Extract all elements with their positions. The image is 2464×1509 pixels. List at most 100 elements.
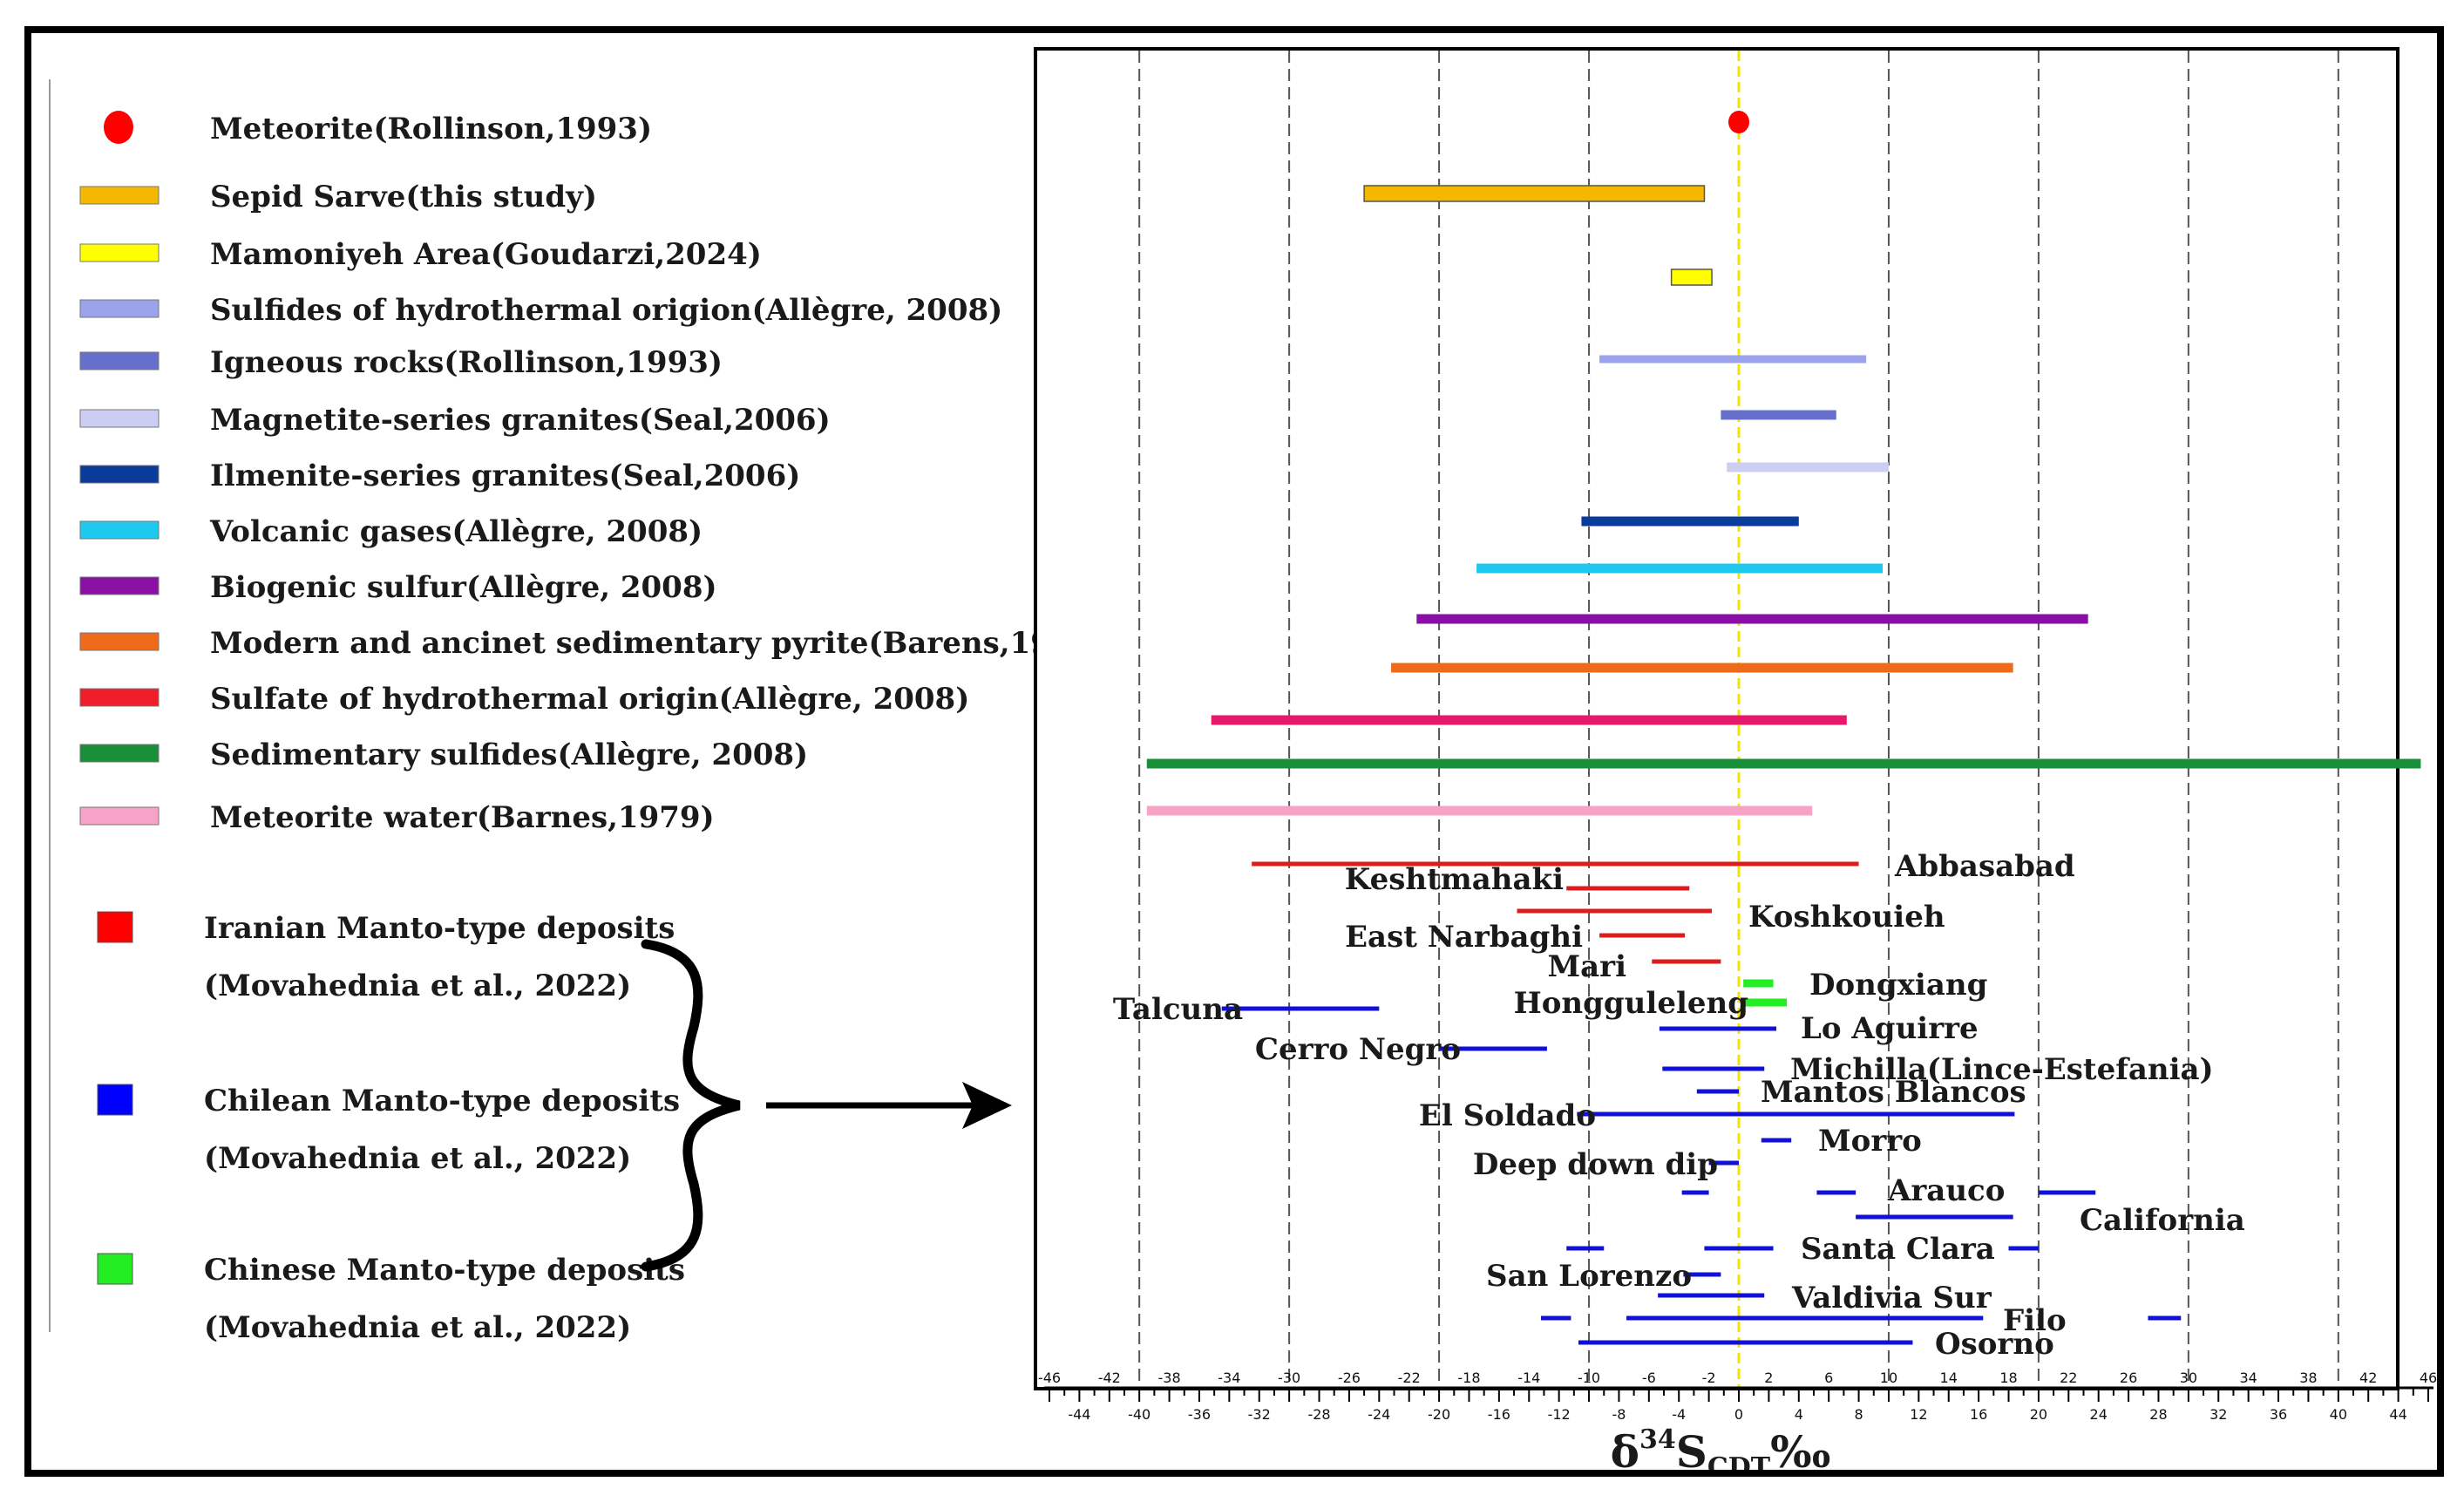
sulfur-isotope-chart: Meteorite(Rollinson,1993) Sepid Sarve(thi…	[49, 47, 2437, 1470]
legend-marker-meteorite-rollinson-1993	[104, 111, 133, 144]
curly-brace	[641, 939, 741, 1272]
range-bar-biogenic-sulfur	[1416, 614, 2088, 624]
range-bar-meteorite-water	[1146, 805, 1813, 816]
range-bar-sulfides-of-hydrothermal-origion	[1599, 355, 1867, 364]
x-tick-label: 28	[2149, 1406, 2167, 1423]
legend-label-mamoniyeh-area-goudarzi-2024: Mamoniyeh Area(Goudarzi,2024)	[210, 237, 762, 272]
deposit-label-morro: Morro	[1818, 1124, 1922, 1159]
deposit-label-california: California	[2080, 1203, 2245, 1238]
x-tick-label-top: 26	[2120, 1370, 2137, 1386]
group-swatch-iranian-manto-type-deposits	[97, 911, 133, 943]
x-tick-label-top: 10	[1880, 1370, 1897, 1386]
x-tick-label-top: 18	[1999, 1370, 2017, 1386]
x-tick-label-top: -30	[1278, 1370, 1300, 1386]
legend-label-ilmenite-series-granites-seal-2006: Ilmenite-series granites(Seal,2006)	[210, 459, 800, 493]
x-tick-label: 24	[2090, 1406, 2108, 1423]
x-tick-label-top: 30	[2180, 1370, 2197, 1386]
legend-swatch-sulfate-of-hydrothermal-origin-all-gre-2008	[79, 688, 160, 707]
range-bar-magnetite-series-granites	[1727, 462, 1889, 472]
x-tick-label: 44	[2389, 1406, 2406, 1423]
group-label-chinese-manto-type-deposits: Chinese Manto-type deposits	[204, 1253, 685, 1288]
x-tick-label-top: -14	[1517, 1370, 1540, 1386]
plot-content: -46 -42 -38 -34 -30 -26 -22 -18 -14 -10 -6 -2 2 6 10 14…	[1038, 51, 2437, 1423]
deposit-label-talcuna: Talcuna	[1113, 992, 1243, 1027]
x-tick-label-top: 22	[2060, 1370, 2077, 1386]
deposit-label-east-narbaghi: East Narbaghi	[1345, 920, 1583, 955]
x-tick-label-top: -6	[1642, 1370, 1656, 1386]
x-tick-label-top: -38	[1157, 1370, 1180, 1386]
range-bar-sedimentary-sulfides	[1146, 758, 2421, 769]
legend-label-meteorite-water-barnes-1979: Meteorite water(Barnes,1979)	[210, 800, 715, 835]
legend-label-magnetite-series-granites-seal-2006: Magnetite-series granites(Seal,2006)	[210, 403, 831, 438]
x-tick-label: -32	[1248, 1406, 1271, 1423]
range-bar-sulfate-of-hydrothermal-origin	[1211, 715, 1847, 725]
x-tick-label-top: -42	[1098, 1370, 1121, 1386]
legend-swatch-ilmenite-series-granites-seal-2006	[79, 465, 160, 484]
group-citation-iranian-manto-type-deposits: (Movahednia et al., 2022)	[204, 969, 631, 1003]
x-tick-label-top: -18	[1457, 1370, 1480, 1386]
meteorite-point	[1728, 111, 1749, 133]
x-tick-label: -4	[1672, 1406, 1686, 1423]
x-tick-label: -16	[1488, 1406, 1510, 1423]
range-bar-volcanic-gases	[1476, 563, 1884, 574]
figure-frame: Meteorite(Rollinson,1993) Sepid Sarve(thi…	[24, 26, 2444, 1477]
legend-label-volcanic-gases-all-gre-2008: Volcanic gases(Allègre, 2008)	[209, 514, 703, 549]
legend-label-modern-and-ancinet-sedimentary-pyrite-barens-1979: Modern and ancinet sedimentary pyrite(Ba…	[210, 626, 1106, 661]
x-tick-label: 36	[2270, 1406, 2287, 1423]
deposit-label-cerro-negro: Cerro Negro	[1255, 1032, 1461, 1067]
x-tick-label-top: -22	[1398, 1370, 1421, 1386]
legend-swatch-biogenic-sulfur-all-gre-2008	[79, 576, 160, 595]
x-tick-label: -8	[1612, 1406, 1626, 1423]
legend-swatch-modern-and-ancinet-sedimentary-pyrite-barens-1979	[79, 632, 160, 651]
x-tick-label: 32	[2209, 1406, 2227, 1423]
x-tick-label-top: -34	[1218, 1370, 1240, 1386]
group-citation-chinese-manto-type-deposits: (Movahednia et al., 2022)	[204, 1310, 631, 1345]
x-tick-label-top: 34	[2239, 1370, 2257, 1386]
group-label-chilean-manto-type-deposits: Chilean Manto-type deposits	[204, 1084, 680, 1118]
x-tick-label: 12	[1910, 1406, 1927, 1423]
x-tick-label-top: 2	[1764, 1370, 1773, 1386]
x-tick-label-top: 38	[2299, 1370, 2317, 1386]
x-tick-label-top: -2	[1702, 1370, 1716, 1386]
x-tick-label: 0	[1734, 1406, 1743, 1423]
range-bar-sepid-sarve	[1363, 185, 1706, 202]
range-bar-modern-and-ancinet-sedimentary-pyrite	[1391, 663, 2013, 673]
group-swatch-chinese-manto-type-deposits	[97, 1253, 133, 1285]
x-tick-label-top: 14	[1940, 1370, 1958, 1386]
legend-swatch-meteorite-water-barnes-1979	[79, 806, 160, 826]
legend-swatch-volcanic-gases-all-gre-2008	[79, 520, 160, 540]
x-tick-label: 8	[1854, 1406, 1863, 1423]
legend-label-sedimentary-sulfides-all-gre-2008: Sedimentary sulfides(Allègre, 2008)	[210, 738, 808, 772]
x-tick-label-top: -26	[1338, 1370, 1361, 1386]
deposit-label-filo: Filo	[2003, 1303, 2067, 1338]
x-tick-label: 4	[1795, 1406, 1803, 1423]
deposit-label-keshtmahaki: Keshtmahaki	[1345, 862, 1564, 897]
x-tick-label: -12	[1548, 1406, 1571, 1423]
legend-swatch-mamoniyeh-area-goudarzi-2024	[79, 243, 160, 262]
group-legend: Iranian Manto-type deposits (Movahednia e…	[97, 911, 685, 1345]
x-tick-label: -28	[1307, 1406, 1330, 1423]
deposit-label-abbasabad: Abbasabad	[1894, 849, 2075, 884]
deposit-label-el-soldado: El Soldado	[1419, 1098, 1596, 1133]
deposit-label-san-lorenzo: San Lorenzo	[1486, 1259, 1692, 1294]
legend-swatch-igneous-rocks-rollinson-1993	[79, 351, 160, 370]
deposit-label-michilla-lince-estefania: Michilla(Lince-Estefania)	[1790, 1052, 2214, 1087]
x-tick-label-top: -10	[1578, 1370, 1600, 1386]
deposit-label-dongxiang: Dongxiang	[1809, 968, 1987, 1003]
x-tick-label: 40	[2330, 1406, 2347, 1423]
x-tick-label: -36	[1188, 1406, 1211, 1423]
group-citation-chilean-manto-type-deposits: (Movahednia et al., 2022)	[204, 1141, 631, 1176]
deposit-label-lo-aguirre: Lo Aguirre	[1801, 1011, 1979, 1046]
deposit-label-hongguleleng: Hongguleleng	[1514, 986, 1748, 1021]
legend-label-sulfate-of-hydrothermal-origin-all-gre-2008: Sulfate of hydrothermal origin(Allègre, …	[210, 682, 969, 717]
legend-label-meteorite-rollinson-1993: Meteorite(Rollinson,1993)	[210, 112, 652, 146]
group-swatch-chilean-manto-type-deposits	[97, 1084, 133, 1116]
legend-label-biogenic-sulfur-all-gre-2008: Biogenic sulfur(Allègre, 2008)	[210, 570, 717, 605]
arrow-head	[962, 1082, 1012, 1129]
deposit-label-osorno: Osorno	[1935, 1327, 2054, 1362]
legend: Meteorite(Rollinson,1993) Sepid Sarve(thi…	[79, 111, 1106, 835]
x-tick-label-top: -46	[1038, 1370, 1061, 1386]
legend-label-igneous-rocks-rollinson-1993: Igneous rocks(Rollinson,1993)	[210, 345, 723, 380]
x-tick-label: -20	[1428, 1406, 1450, 1423]
deposit-label-mantos-blancos: Mantos Blancos	[1761, 1075, 2026, 1110]
